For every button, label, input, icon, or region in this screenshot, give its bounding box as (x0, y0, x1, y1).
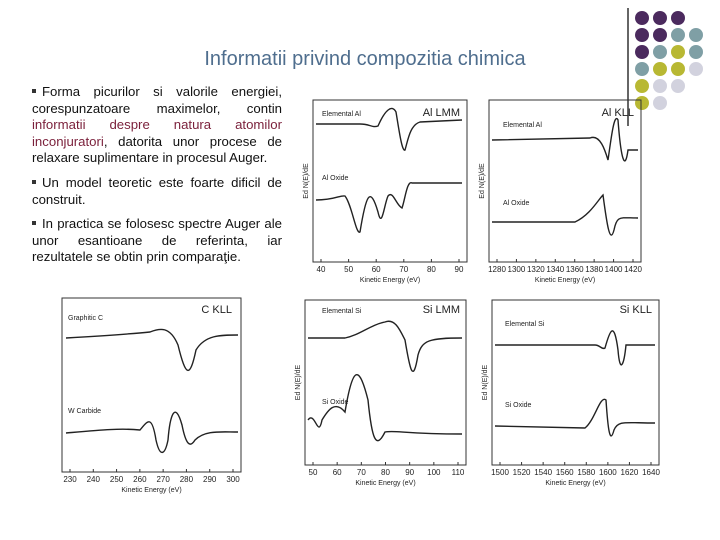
spectrum-curves (65, 107, 656, 454)
x-tick-label: 1600 (599, 468, 617, 477)
x-tick-label: 1380 (585, 265, 603, 274)
x-tick-label: 90 (405, 468, 414, 477)
curve-label: Graphitic C (68, 315, 103, 322)
x-tick-label: 1500 (491, 468, 509, 477)
x-tick-label: 250 (110, 475, 124, 484)
curve-label: Al Oxide (503, 200, 530, 207)
curve-label: Elemental Si (322, 308, 362, 315)
x-tick-label: 60 (333, 468, 342, 477)
plot-title: Al KLL (602, 107, 634, 119)
curve-label: Si Oxide (322, 399, 349, 406)
x-tick-label: 1580 (577, 468, 595, 477)
curve-label: W Carbide (68, 408, 101, 415)
y-axis-label: Ed N(E)/dE (479, 163, 486, 199)
plot-frame (304, 299, 467, 466)
x-tick-label: 1320 (527, 265, 545, 274)
y-axis-label: Ed N(E)/dE (482, 364, 489, 400)
x-tick-label: 1420 (624, 265, 642, 274)
curve-label: Si Oxide (505, 402, 532, 409)
curve-label: Elemental Al (503, 122, 542, 129)
plot-frame (312, 99, 468, 263)
x-tick-label: 240 (87, 475, 101, 484)
slide-title: Informatii privind compozitia chimica (204, 48, 526, 70)
bullet-text: , datorita unor procese de relaxare supl… (32, 133, 282, 166)
x-tick-label: 50 (344, 265, 353, 274)
x-tick-label: 1300 (508, 265, 526, 274)
bullet-list: Forma picurilor si valorile energiei, co… (32, 84, 282, 274)
plot-title: Si LMM (423, 304, 460, 316)
plot-frame (488, 99, 642, 263)
plot-title: Si KLL (620, 304, 652, 316)
bullet-text: Un model teoretic este foarte dificil de… (32, 174, 282, 207)
bullet-text: In practica se folosesc spectre Auger al… (32, 216, 282, 265)
x-tick-label: 300 (226, 475, 240, 484)
plot-title: Al LMM (423, 107, 460, 119)
y-axis-label: Ed N(E)/dE (303, 163, 310, 199)
x-tick-label: 270 (156, 475, 170, 484)
x-axis-label: Kinetic Energy (eV) (545, 480, 605, 487)
x-tick-label: 1520 (513, 468, 531, 477)
x-tick-label: 40 (317, 265, 326, 274)
x-tick-label: 1620 (621, 468, 639, 477)
x-tick-label: 280 (180, 475, 194, 484)
dot-pattern (635, 11, 703, 110)
plot-frame (61, 297, 242, 473)
x-tick-label: 1400 (605, 265, 623, 274)
plot-title: C KLL (201, 304, 232, 316)
bullet: Forma picurilor si valorile energiei, co… (32, 84, 282, 167)
x-axis-label: Kinetic Energy (eV) (121, 487, 181, 494)
x-tick-label: 70 (357, 468, 366, 477)
x-tick-label: 1280 (488, 265, 506, 274)
x-tick-label: 290 (203, 475, 217, 484)
x-tick-label: 80 (427, 265, 436, 274)
x-tick-label: 80 (381, 468, 390, 477)
x-tick-label: 1340 (546, 265, 564, 274)
x-axis-label: Kinetic Energy (eV) (535, 277, 595, 284)
x-tick-label: 70 (399, 265, 408, 274)
x-tick-label: 100 (427, 468, 441, 477)
bullet-text: Forma picurilor si valorile energiei, co… (32, 84, 282, 116)
x-tick-label: 90 (455, 265, 464, 274)
x-tick-label: 260 (133, 475, 147, 484)
curve-label: Elemental Al (322, 111, 361, 118)
bullet: Un model teoretic este foarte dificil de… (32, 175, 282, 208)
x-axis-label: Kinetic Energy (eV) (360, 277, 420, 284)
curve-label: Al Oxide (322, 175, 349, 182)
x-tick-label: 230 (63, 475, 77, 484)
y-axis-label: Ed N(E)/dE (295, 364, 302, 400)
x-tick-label: 1560 (556, 468, 574, 477)
x-tick-label: 1640 (642, 468, 660, 477)
x-tick-label: 1540 (534, 468, 552, 477)
bullet: In practica se folosesc spectre Auger al… (32, 216, 282, 266)
x-tick-label: 60 (372, 265, 381, 274)
x-tick-label: 110 (452, 468, 465, 477)
x-tick-label: 1360 (566, 265, 584, 274)
x-axis-label: Kinetic Energy (eV) (355, 480, 415, 487)
plot-frame (491, 299, 660, 466)
curve-label: Elemental Si (505, 321, 545, 328)
x-tick-label: 50 (309, 468, 318, 477)
highlight-text: informatii despre natura atomilor inconj… (32, 117, 282, 149)
